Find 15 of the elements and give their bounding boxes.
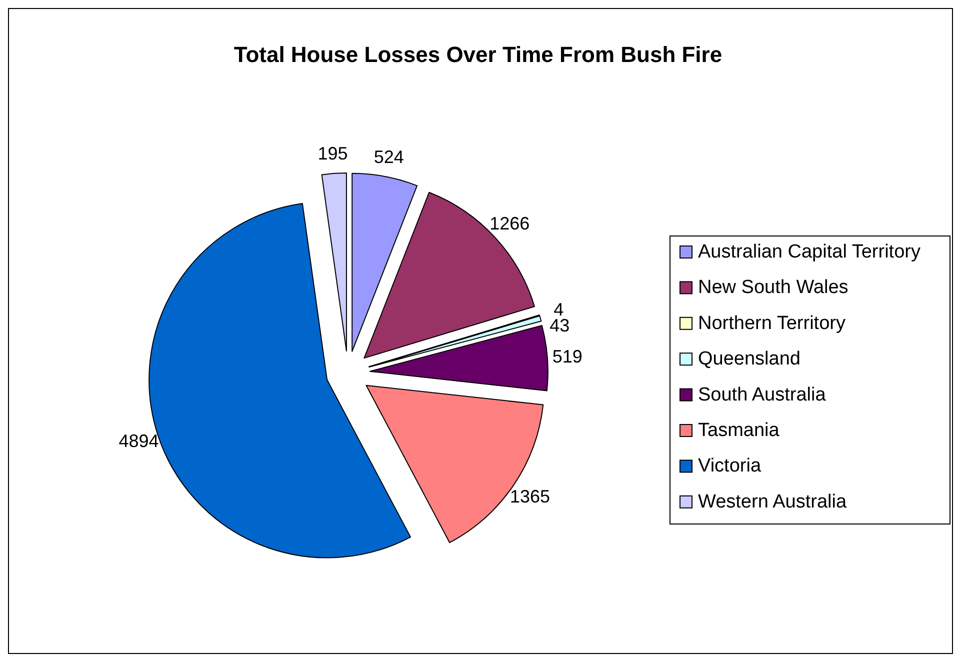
chart-title: Total House Losses Over Time From Bush Fire: [234, 42, 722, 67]
legend-label: New South Wales: [698, 277, 848, 298]
legend-label: Victoria: [698, 456, 762, 477]
legend-label: Queensland: [698, 348, 800, 370]
legend-label: Australian Capital Territory: [698, 242, 921, 262]
legend-label: Western Australia: [698, 491, 847, 512]
legend-label: Tasmania: [698, 420, 780, 441]
legend-label: Northern Territory: [698, 312, 846, 334]
legend-label: South Australia: [698, 384, 826, 406]
data-label: 519: [552, 346, 582, 366]
data-label: 4894: [118, 430, 159, 451]
data-label: 1365: [510, 486, 550, 507]
data-label: 524: [374, 146, 404, 167]
data-label: 1266: [490, 214, 530, 234]
data-label: 195: [318, 144, 348, 164]
